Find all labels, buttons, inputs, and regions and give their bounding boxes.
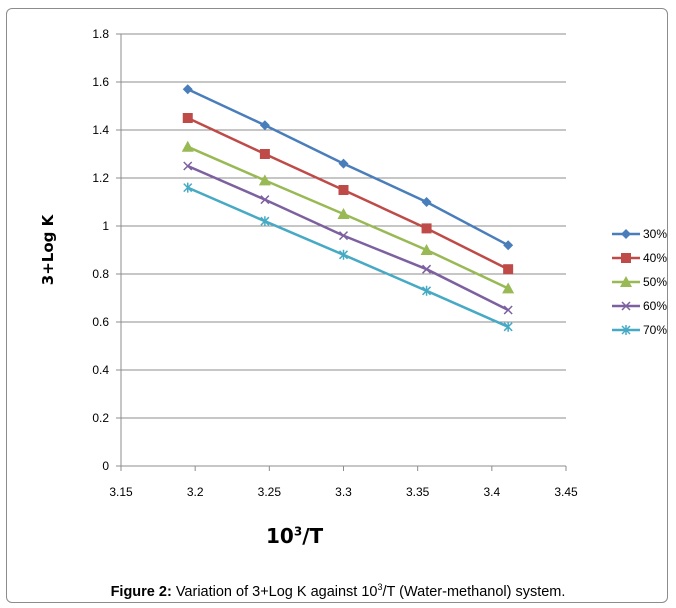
data-point-marker	[259, 149, 270, 159]
legend-item: 50%	[612, 275, 667, 289]
legend-marker	[620, 276, 632, 287]
data-point-marker	[421, 223, 432, 234]
data-point-marker	[182, 113, 193, 123]
legend-item: 60%	[612, 299, 667, 313]
y-axis-label: 3+Log K	[39, 213, 57, 285]
caption-text: Variation of 3+Log K against 10	[171, 583, 378, 600]
legend-label: 60%	[643, 299, 667, 313]
series-50-percent	[181, 140, 515, 294]
x-tick-label: 3.45	[554, 485, 578, 499]
axes	[116, 33, 567, 471]
x-axis-label: 103/T	[266, 524, 323, 548]
x-axis-label-tail: /T	[302, 524, 324, 548]
data-point-marker	[258, 174, 271, 186]
legend-item: 30%	[612, 227, 667, 241]
data-series	[181, 84, 515, 332]
data-point-marker	[182, 84, 193, 95]
x-tick-label: 3.4	[483, 485, 500, 499]
x-tick-label: 3.35	[406, 485, 430, 499]
chart-frame	[6, 8, 668, 603]
data-point-marker	[338, 249, 349, 260]
data-point-marker	[183, 182, 193, 193]
legend-marker	[621, 253, 631, 263]
legend: 30% 40% 50% 60% 70%	[612, 227, 667, 337]
data-point-marker	[337, 208, 350, 219]
legend-label: 50%	[643, 275, 667, 289]
x-tick-label: 3.15	[109, 485, 133, 499]
x-tick-label: 3.3	[335, 485, 352, 499]
legend-label: 30%	[643, 227, 667, 241]
y-tick-label: 0	[102, 459, 109, 473]
data-point-marker	[181, 140, 194, 152]
series-30-percent	[182, 84, 514, 251]
x-tick-label: 3.25	[258, 485, 282, 499]
y-tick-label: 1.6	[92, 75, 109, 89]
y-tick-label: 1	[102, 219, 109, 233]
y-tick-label: 0.6	[92, 315, 109, 329]
data-point-marker	[420, 244, 433, 255]
data-point-marker	[260, 216, 270, 227]
data-point-marker	[421, 197, 432, 207]
data-point-marker	[422, 264, 432, 274]
legend-item: 70%	[612, 323, 667, 337]
series-40-percent	[182, 113, 514, 275]
data-point-marker	[183, 161, 193, 171]
legend-marker	[621, 301, 631, 311]
data-point-marker	[260, 195, 270, 205]
caption-superscript: 3	[377, 582, 383, 592]
caption-text-end: /T (Water-methanol) system.	[382, 583, 566, 600]
data-point-marker	[502, 282, 515, 294]
x-axis-label-base: 10	[266, 524, 294, 548]
legend-marker	[621, 229, 631, 239]
y-tick-label: 1.8	[92, 27, 109, 41]
legend-marker	[621, 325, 631, 335]
data-point-marker	[503, 240, 514, 251]
gridlines	[121, 33, 566, 419]
figure-caption: Figure 2: Variation of 3+Log K against 1…	[0, 582, 676, 600]
data-point-marker	[338, 158, 349, 169]
series-70-percent	[183, 182, 513, 332]
series-60-percent	[183, 161, 513, 315]
y-tick-label: 1.2	[92, 171, 109, 185]
y-tick-label: 0.2	[92, 411, 109, 425]
data-point-marker	[259, 120, 270, 131]
x-tick-labels: 3.15 3.2 3.25 3.3 3.35 3.4 3.45	[109, 485, 578, 499]
y-tick-label: 0.8	[92, 267, 109, 281]
y-tick-labels: 0 0.2 0.4 0.6 0.8 1 1.2 1.4 1.6 1.8	[92, 27, 109, 473]
data-point-marker	[422, 285, 432, 296]
data-point-marker	[338, 185, 349, 195]
data-point-marker	[503, 264, 514, 275]
legend-label: 70%	[643, 323, 667, 337]
caption-label: Figure 2:	[110, 583, 172, 600]
data-point-marker	[338, 231, 349, 241]
x-axis-label-exponent: 3	[293, 524, 303, 539]
data-point-marker	[503, 321, 513, 332]
data-point-marker	[503, 305, 513, 315]
y-tick-label: 0.4	[92, 363, 109, 377]
series-line	[187, 186, 509, 328]
legend-label: 40%	[643, 251, 667, 265]
legend-item: 40%	[612, 251, 667, 265]
x-tick-label: 3.2	[187, 485, 204, 499]
y-tick-label: 1.4	[92, 123, 109, 137]
